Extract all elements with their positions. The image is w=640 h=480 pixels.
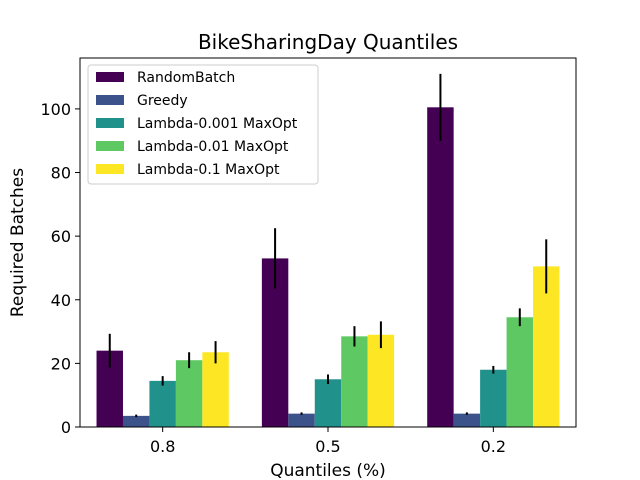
legend-label-3: Lambda-0.01 MaxOpt [137,139,289,155]
y-tick-label-3: 60 [51,227,71,246]
bar-3-1 [341,336,368,427]
legend-label-4: Lambda-0.1 MaxOpt [137,162,280,178]
x-axis-label: Quantiles (%) [270,461,386,480]
x-axis-ticks: 0.8 0.5 0.2 [150,427,506,456]
y-axis-ticks: 0 20 40 60 80 100 [40,100,80,437]
bar-0-2 [427,107,454,427]
y-tick-label-1: 20 [51,354,71,373]
chart-title: BikeSharingDay Quantiles [198,30,458,54]
y-axis-label: Required Batches [8,168,28,317]
legend-swatch-1 [96,95,124,105]
y-tick-label-5: 100 [40,100,71,119]
bar-1-1 [288,413,315,427]
legend-label-0: RandomBatch [137,70,235,86]
legend-swatch-3 [96,141,124,151]
bar-4-0 [202,352,229,427]
bar-4-1 [367,334,395,427]
legend-swatch-4 [96,164,124,174]
bar-1-0 [122,415,150,427]
bar-2-0 [149,380,176,428]
error-bars-group [108,73,548,418]
x-tick-label-1: 0.5 [315,437,340,456]
legend-label-1: Greedy [137,93,188,109]
bar-2-1 [314,379,342,427]
legend-swatch-0 [96,72,124,82]
x-tick-label-2: 0.2 [481,437,506,456]
x-tick-label-0: 0.8 [150,437,175,456]
bar-3-2 [506,317,534,427]
y-tick-label-2: 40 [51,291,71,310]
bar-3-0 [175,360,203,427]
bar-1-2 [453,413,481,427]
legend-box [87,64,319,185]
legend-swatch-2 [96,118,124,128]
y-tick-label-4: 80 [51,164,71,183]
legend-label-2: Lambda-0.001 MaxOpt [137,116,298,132]
legend: RandomBatch Greedy Lambda-0.001 MaxOpt Lamb… [87,64,319,185]
y-tick-label-0: 0 [61,418,71,437]
bar-2-2 [480,369,507,427]
